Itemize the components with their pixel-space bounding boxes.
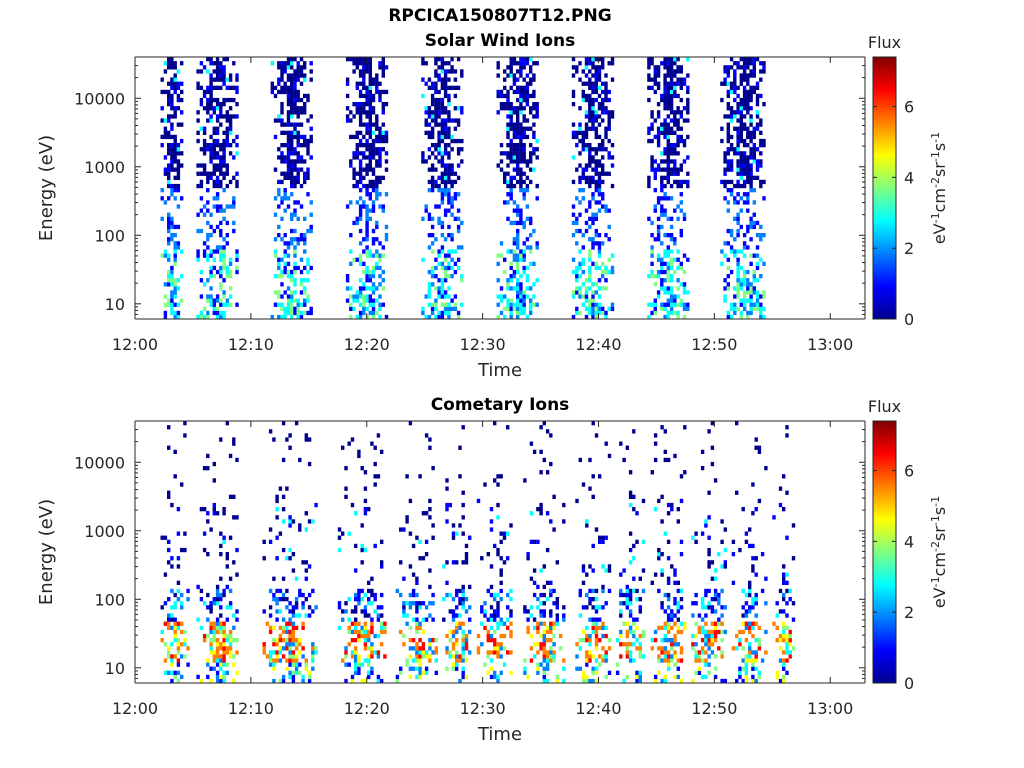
x-tick-label: 12:50	[691, 699, 737, 718]
colorbar-tick-label: 2	[904, 603, 914, 622]
colorbar-label: eV-1cm-2sr-1s-1	[929, 496, 950, 608]
colorbar	[872, 420, 897, 684]
y-tick-label: 10000	[74, 453, 125, 472]
spectrogram-cells	[160, 57, 766, 320]
colorbar-tick-label: 6	[904, 462, 914, 481]
plot-area	[135, 421, 865, 683]
figure-title: RPCICA150807T12.PNG	[388, 6, 612, 26]
x-tick-label: 12:40	[575, 699, 621, 718]
colorbar-tick-label: 2	[904, 239, 914, 258]
colorbar	[872, 56, 897, 320]
x-tick-label: 12:10	[228, 699, 274, 718]
x-axis-label: Time	[477, 360, 522, 381]
colorbar-label: eV-1cm-2sr-1s-1	[929, 132, 950, 244]
panel-1-title: Solar Wind Ions	[424, 31, 576, 51]
x-tick-label: 12:00	[112, 335, 158, 354]
colorbar-tick-label: 4	[904, 168, 914, 187]
x-tick-label: 12:30	[460, 699, 506, 718]
x-tick-label: 12:20	[344, 335, 390, 354]
y-tick-label: 100	[94, 590, 125, 609]
x-tick-label: 12:50	[691, 335, 737, 354]
y-axis-label: Energy (eV)	[36, 135, 57, 241]
x-tick-label: 13:00	[807, 335, 853, 354]
colorbar-title: Flux	[868, 397, 901, 416]
y-tick-label: 100	[94, 226, 125, 245]
colorbar-tick-label: 0	[904, 674, 914, 693]
colorbar-tick-label: 0	[904, 310, 914, 329]
colorbar-tick-label: 4	[904, 532, 914, 551]
x-tick-label: 12:20	[344, 699, 390, 718]
x-tick-label: 12:30	[460, 335, 506, 354]
x-tick-label: 13:00	[807, 699, 853, 718]
y-tick-label: 10	[105, 295, 125, 314]
y-tick-label: 10000	[74, 89, 125, 108]
panel-1: 12:00 12:10 12:20 12:30 12:40 12:50 13:00 10 100…	[36, 33, 949, 381]
y-tick-label: 10	[105, 659, 125, 678]
y-tick-label: 1000	[84, 522, 125, 541]
x-tick-label: 12:10	[228, 335, 274, 354]
panel-2: 12:00 12:10 12:20 12:30 12:40 12:50 13:00 10 100…	[36, 397, 949, 745]
colorbar-tick-label: 6	[904, 98, 914, 117]
y-tick-label: 1000	[84, 158, 125, 177]
panel-2-title: Cometary Ions	[430, 395, 570, 415]
y-axis-label: Energy (eV)	[36, 499, 57, 605]
colorbar-title: Flux	[868, 33, 901, 52]
x-axis-label: Time	[477, 724, 522, 745]
spectrogram-cells	[160, 421, 796, 684]
x-tick-label: 12:00	[112, 699, 158, 718]
x-tick-label: 12:40	[575, 335, 621, 354]
